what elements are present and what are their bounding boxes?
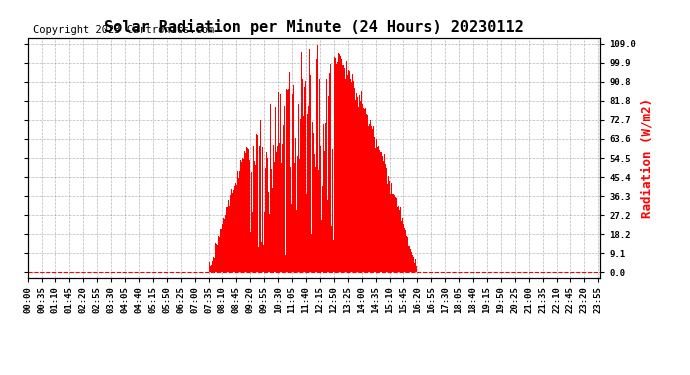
Y-axis label: Radiation (W/m2): Radiation (W/m2) [640,98,653,218]
Text: Copyright 2023 Cartronics.com: Copyright 2023 Cartronics.com [33,25,215,35]
Title: Solar Radiation per Minute (24 Hours) 20230112: Solar Radiation per Minute (24 Hours) 20… [104,19,524,35]
